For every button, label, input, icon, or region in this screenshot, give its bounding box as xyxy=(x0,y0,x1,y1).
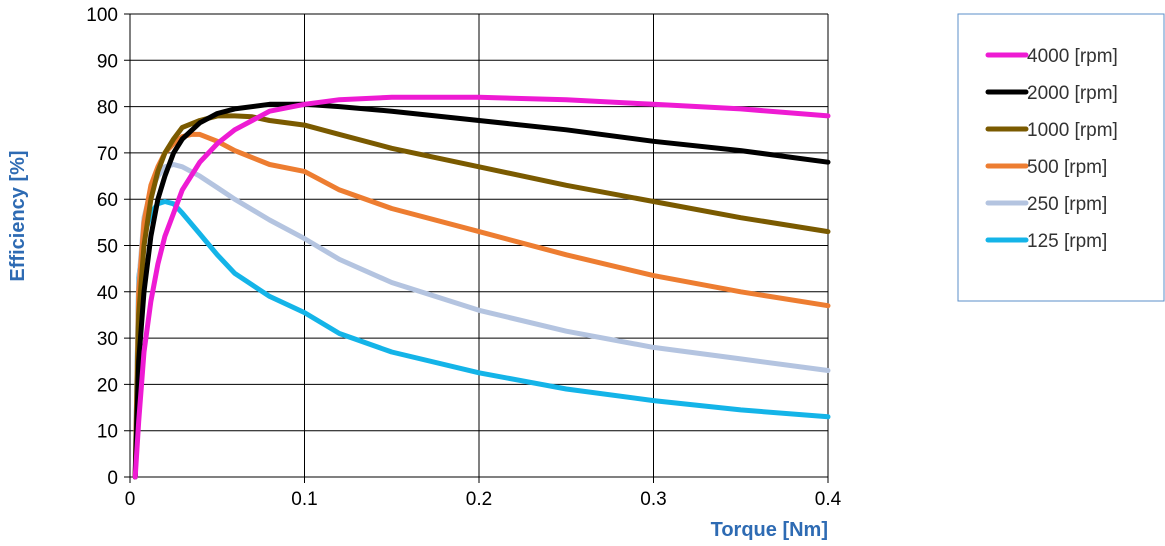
x-axis-title: Torque [Nm] xyxy=(711,519,828,541)
tick-labels: 0 10 20 30 40 50 60 70 80 90 100 0 0.1 0.2 0.3 0.4 xyxy=(86,5,841,510)
y-tick-label: 70 xyxy=(97,144,118,165)
y-tick-label: 0 xyxy=(107,468,118,489)
legend-label: 500 [rpm] xyxy=(1027,157,1107,178)
y-tick-label: 30 xyxy=(97,329,118,350)
x-tick-label: 0.1 xyxy=(291,489,317,510)
series-line-125-rpm xyxy=(132,199,831,480)
x-tick-label: 0 xyxy=(125,489,136,510)
y-tick-label: 50 xyxy=(97,237,118,258)
y-tick-label: 20 xyxy=(97,375,118,396)
x-tick-label: 0.2 xyxy=(466,489,492,510)
legend-label: 2000 [rpm] xyxy=(1027,83,1118,104)
legend-label: 250 [rpm] xyxy=(1027,194,1107,215)
legend: 4000 [rpm] 2000 [rpm] 1000 [rpm] 500 [rpm] 2… xyxy=(957,13,1165,302)
x-tick-label: 0.4 xyxy=(815,489,842,510)
y-tick-label: 40 xyxy=(97,283,118,304)
series-line-1000-rpm xyxy=(132,113,831,480)
y-axis-title: Efficiency [%] xyxy=(7,150,29,281)
legend-label: 125 [rpm] xyxy=(1027,231,1107,252)
y-tick-label: 90 xyxy=(97,51,118,72)
series-line-250-rpm xyxy=(132,162,831,480)
series-line-4000-rpm xyxy=(132,94,831,480)
y-tick-label: 100 xyxy=(86,5,118,26)
legend-label: 4000 [rpm] xyxy=(1027,46,1118,67)
y-tick-label: 10 xyxy=(97,422,118,443)
series-line-500-rpm xyxy=(132,131,831,480)
x-tick-label: 0.3 xyxy=(640,489,666,510)
series-line-2000-rpm xyxy=(132,101,831,480)
legend-label: 1000 [rpm] xyxy=(1027,120,1118,141)
series-lines xyxy=(132,94,831,480)
legend-box xyxy=(957,13,1165,302)
y-tick-label: 60 xyxy=(97,190,118,211)
y-tick-label: 80 xyxy=(97,98,118,119)
grid-lines xyxy=(124,13,829,483)
